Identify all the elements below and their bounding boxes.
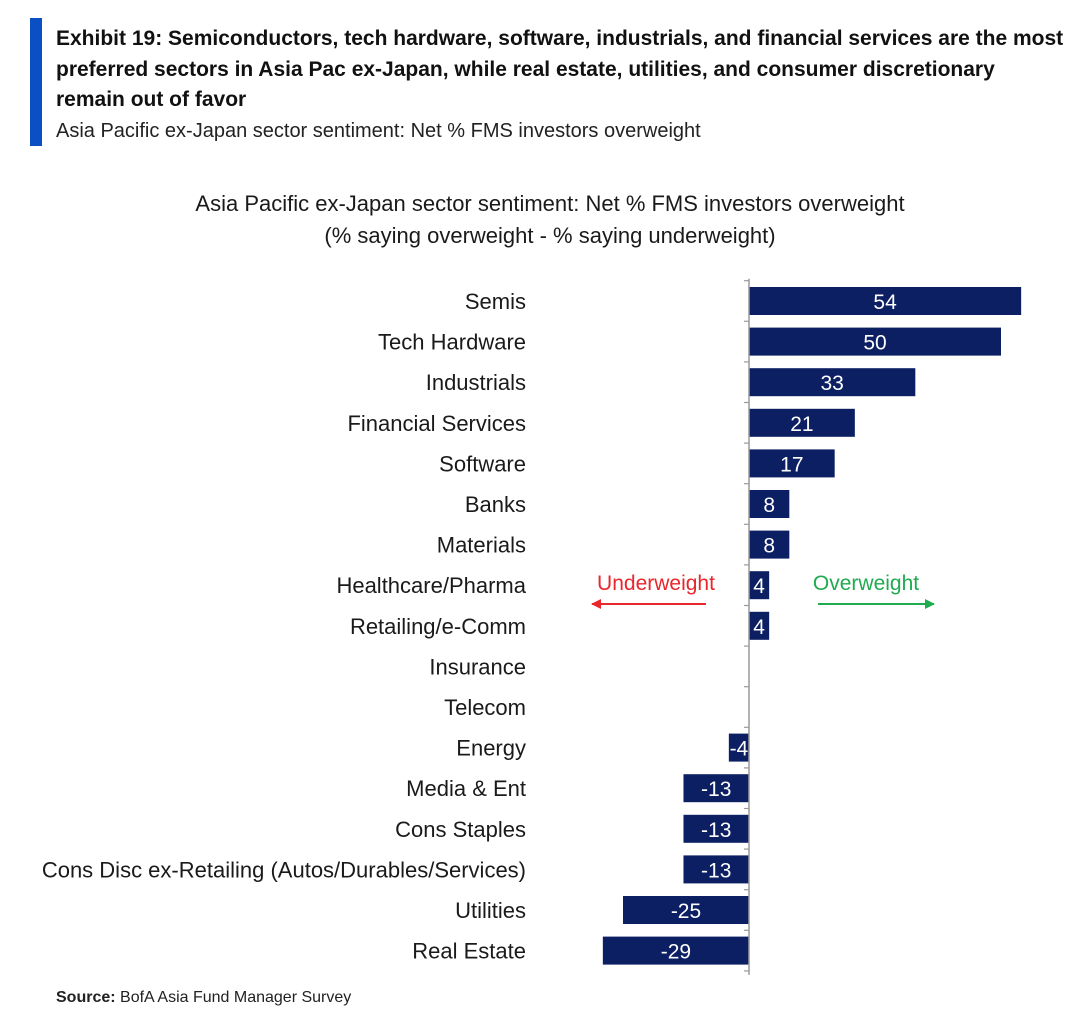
bar-software [749, 449, 835, 478]
category-label: Telecom [444, 695, 526, 720]
data-label: 50 [863, 332, 886, 355]
category-label: Healthcare/Pharma [336, 573, 526, 598]
data-label: 8 [763, 535, 775, 558]
category-label: Semis [465, 289, 526, 314]
data-label: 17 [780, 453, 803, 476]
bar-media-ent [683, 774, 749, 803]
bar-tech-hardware [749, 327, 1001, 356]
category-label: Software [439, 451, 526, 476]
data-label: -13 [701, 819, 731, 842]
overweight-annotation: Overweight [813, 572, 919, 595]
data-label: -25 [671, 900, 701, 923]
category-label: Financial Services [347, 411, 526, 436]
data-label: -13 [701, 778, 731, 801]
source-label: Source: [56, 989, 116, 1006]
category-label: Tech Hardware [378, 330, 526, 355]
category-label: Cons Disc ex-Retailing (Autos/Durables/S… [42, 857, 526, 882]
category-label: Real Estate [412, 939, 526, 964]
bar-cons-disc-ex-retailing-autos-durables-services [683, 855, 749, 884]
bar-energy [728, 733, 749, 762]
bar-industrials [749, 368, 916, 397]
exhibit-accent-bar [30, 18, 42, 146]
bar-cons-staples [683, 814, 749, 843]
data-label: 8 [763, 494, 775, 517]
bar-real-estate [602, 936, 749, 965]
chart-title: Asia Pacific ex-Japan sector sentiment: … [195, 191, 905, 216]
bar-financial-services [749, 408, 855, 437]
data-label: 33 [820, 372, 843, 395]
bar-banks [749, 490, 790, 518]
data-label: 4 [753, 616, 765, 639]
category-label: Industrials [426, 370, 526, 395]
bar-retailing-e-comm [749, 611, 770, 640]
data-label: 54 [873, 291, 897, 314]
exhibit-subtitle: Asia Pacific ex-Japan sector sentiment: … [56, 120, 701, 142]
chart-title-block: Asia Pacific ex-Japan sector sentiment: … [100, 188, 1000, 252]
category-label: Insurance [429, 654, 526, 679]
source-text: BofA Asia Fund Manager Survey [120, 989, 352, 1006]
data-label: -13 [701, 859, 731, 882]
bar-utilities [623, 896, 749, 924]
data-label: -29 [661, 941, 691, 964]
data-label: 4 [753, 575, 765, 598]
underweight-annotation: Underweight [597, 572, 715, 595]
category-label: Materials [437, 533, 526, 558]
category-label: Cons Staples [395, 817, 526, 842]
category-label: Utilities [455, 898, 526, 923]
data-label: 21 [790, 413, 813, 436]
category-label: Energy [456, 736, 526, 761]
data-label: -4 [730, 738, 749, 761]
category-label: Media & Ent [406, 776, 526, 801]
category-label: Banks [465, 492, 526, 517]
bar-materials [749, 530, 790, 559]
category-label: Retailing/e-Comm [350, 614, 526, 639]
bar-healthcare-pharma [749, 571, 770, 600]
source-note: Source: BofA Asia Fund Manager Survey [56, 989, 351, 1007]
chart-subtitle: (% saying overweight - % saying underwei… [324, 223, 776, 248]
exhibit-title: Exhibit 19: Semiconductors, tech hardwar… [56, 27, 1064, 111]
bar-semis [749, 287, 1022, 315]
